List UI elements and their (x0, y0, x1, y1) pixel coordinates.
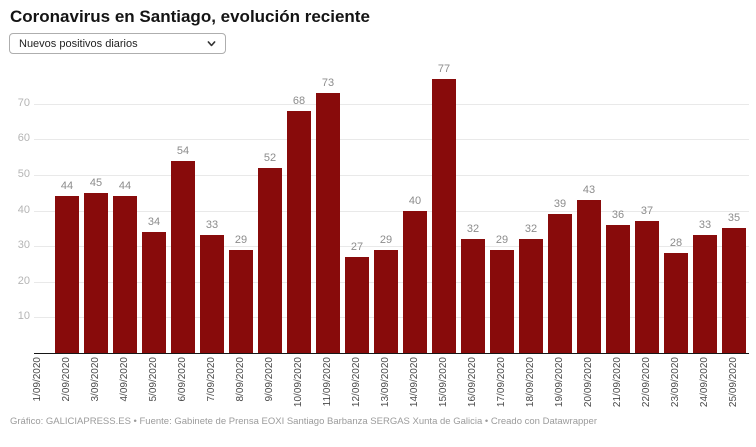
bar-value-label: 54 (176, 144, 190, 157)
bar-value-label: 32 (524, 223, 538, 235)
x-axis-label: 20/09/2020 (583, 357, 594, 408)
bar[interactable] (577, 199, 601, 353)
x-axis-label: 17/09/2020 (496, 357, 507, 408)
x-axis-label: 9/09/2020 (264, 357, 275, 402)
x-axis-label: 6/09/2020 (177, 357, 188, 402)
chart-footer: Gráfico: GALICIAPRESS.ES • Fuente: Gabin… (10, 416, 597, 427)
bar-value-label: 52 (263, 151, 277, 164)
bar-value-label: 44 (118, 180, 132, 193)
bar[interactable] (432, 78, 456, 353)
bar-value-label: 32 (466, 223, 480, 235)
metric-select-value: Nuevos positivos diarios (19, 37, 138, 50)
bar[interactable] (113, 196, 137, 353)
x-axis-label: 13/09/2020 (380, 357, 391, 408)
bar[interactable] (693, 235, 717, 353)
x-axis-line (34, 353, 749, 354)
x-axis-label: 3/09/2020 (90, 357, 101, 402)
x-axis-label: 22/09/2020 (641, 357, 652, 408)
x-axis-label: 7/09/2020 (206, 357, 217, 402)
bar-value-label: 44 (60, 180, 74, 193)
bar[interactable] (84, 192, 108, 353)
bar[interactable] (461, 239, 485, 353)
bar-value-label: 34 (147, 215, 161, 228)
bar-value-label: 27 (350, 240, 364, 253)
gridline (34, 246, 749, 248)
x-axis-label: 18/09/2020 (525, 357, 536, 408)
bar-value-label: 36 (611, 208, 625, 221)
x-axis-label: 2/09/2020 (61, 357, 72, 402)
chevron-down-icon (207, 41, 216, 47)
bar-value-label: 28 (669, 237, 683, 250)
bar[interactable] (287, 110, 311, 353)
x-axis-label: 23/09/2020 (670, 357, 681, 408)
bar[interactable] (229, 249, 253, 353)
bar-value-label: 43 (582, 183, 596, 196)
bar[interactable] (722, 228, 746, 353)
x-axis-label: 1/09/2020 (32, 357, 43, 402)
bar[interactable] (548, 214, 572, 353)
x-axis-label: 15/09/2020 (438, 357, 449, 408)
bar[interactable] (635, 221, 659, 353)
x-axis-label: 21/09/2020 (612, 357, 623, 408)
y-axis-label: 50 (17, 167, 30, 180)
bar-value-label: 37 (640, 205, 654, 218)
bar-value-label: 29 (495, 233, 509, 246)
bar-value-label: 39 (553, 198, 567, 211)
y-axis-label: 40 (17, 203, 30, 216)
y-axis-label: 20 (17, 274, 30, 287)
bar-value-label: 40 (408, 194, 422, 207)
chart-title: Coronavirus en Santiago, evolución recie… (10, 7, 370, 26)
bar[interactable] (345, 256, 369, 353)
bar[interactable] (200, 235, 224, 353)
bar-value-label: 29 (234, 233, 248, 246)
bar-value-label: 35 (727, 212, 741, 225)
x-axis-label: 10/09/2020 (293, 357, 304, 408)
metric-select[interactable]: Nuevos positivos diarios (9, 33, 226, 54)
bar-value-label: 77 (437, 62, 451, 75)
x-axis-label: 25/09/2020 (728, 357, 739, 408)
bar[interactable] (606, 224, 630, 353)
gridline (34, 139, 749, 141)
bar-value-label: 73 (321, 76, 335, 89)
bar[interactable] (374, 249, 398, 353)
bar-value-label: 33 (205, 219, 219, 232)
gridline (34, 210, 749, 212)
bar[interactable] (403, 210, 427, 353)
bar[interactable] (142, 231, 166, 353)
bar[interactable] (55, 196, 79, 353)
gridline (34, 103, 749, 105)
bar-value-label: 29 (379, 233, 393, 246)
bar-value-label: 45 (89, 176, 103, 189)
bar[interactable] (171, 160, 195, 353)
x-axis-label: 24/09/2020 (699, 357, 710, 408)
bar-value-label: 68 (292, 94, 306, 107)
bar[interactable] (316, 92, 340, 353)
bar[interactable] (664, 253, 688, 353)
x-axis-label: 4/09/2020 (119, 357, 130, 402)
y-axis-label: 10 (17, 310, 30, 323)
x-axis-label: 19/09/2020 (554, 357, 565, 408)
x-axis-label: 14/09/2020 (409, 357, 420, 408)
gridline (34, 174, 749, 176)
x-axis-label: 16/09/2020 (467, 357, 478, 408)
bar-value-label: 33 (698, 219, 712, 232)
y-axis-label: 60 (17, 132, 30, 145)
bar[interactable] (519, 239, 543, 353)
y-axis-label: 70 (17, 96, 30, 109)
x-axis-label: 5/09/2020 (148, 357, 159, 402)
x-axis-label: 8/09/2020 (235, 357, 246, 402)
bar[interactable] (258, 167, 282, 353)
x-axis-label: 11/09/2020 (322, 357, 333, 407)
bar[interactable] (490, 249, 514, 353)
x-axis-label: 12/09/2020 (351, 357, 362, 408)
y-axis-label: 30 (17, 239, 30, 252)
